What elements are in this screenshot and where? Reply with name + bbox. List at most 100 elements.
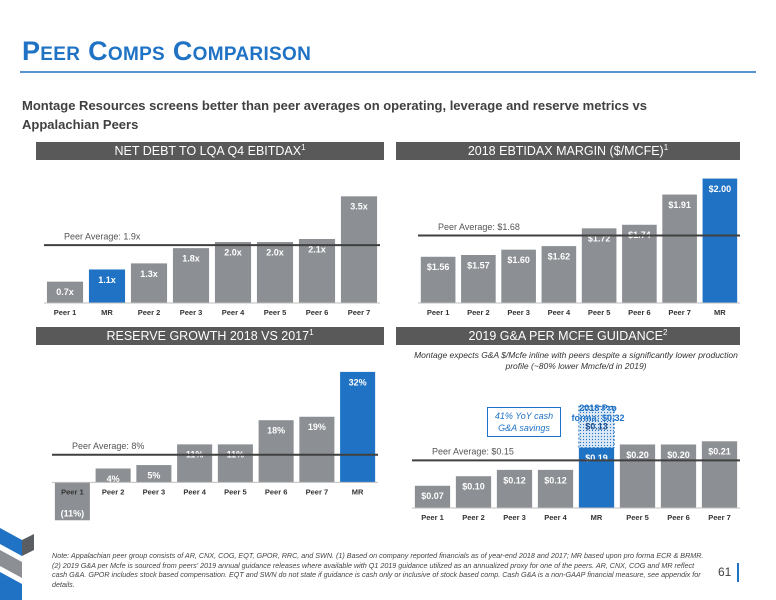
x-tick-label: Peer 2 [102, 487, 125, 496]
x-tick-label: Peer 4 [183, 487, 206, 496]
footnote: Note: Appalachian peer group consists of… [52, 551, 704, 589]
x-tick-label: Peer 5 [224, 487, 247, 496]
value-label: $1.62 [548, 251, 571, 261]
x-tick-label: Peer 7 [306, 487, 329, 496]
value-label: $0.10 [462, 482, 485, 492]
value-label: 1.8x [182, 254, 200, 264]
x-tick-label: Peer 7 [708, 513, 731, 522]
value-label: 18% [267, 426, 285, 436]
value-label: $0.21 [708, 447, 731, 457]
bar [541, 246, 577, 303]
pro-forma-label: 2018 Pro forma: $0.32 [571, 403, 625, 423]
x-tick-label: Peer 3 [143, 487, 166, 496]
x-tick-label: Peer 2 [138, 308, 161, 317]
value-label: 2.1x [308, 244, 326, 254]
value-label: 2.0x [224, 247, 242, 257]
bar [537, 469, 574, 508]
bar [622, 224, 657, 303]
chart-title-note: 2 [663, 328, 668, 337]
peer-average-label: Peer Average: 1.9x [64, 231, 141, 241]
value-label: 1.1x [98, 275, 116, 285]
chart-title: 2018 EBTIDAX MARGIN ($/MCFE)1 [468, 143, 669, 158]
value-label: $1.91 [668, 200, 691, 210]
bar [54, 482, 90, 521]
x-tick-label: Peer 4 [222, 308, 245, 317]
value-label: $0.20 [667, 450, 690, 460]
x-tick-label: Peer 3 [507, 308, 530, 317]
bar [217, 444, 253, 483]
bar [461, 255, 496, 303]
bar [501, 249, 536, 303]
page-title: Peer Comps Comparison [22, 36, 312, 66]
bar [660, 444, 697, 508]
delta-label: $0.13 [585, 421, 608, 431]
x-tick-label: Peer 5 [264, 308, 287, 317]
chart-title: NET DEBT TO LQA Q4 EBITDAX1 [114, 143, 306, 158]
bar [298, 239, 336, 303]
chart-header [396, 142, 740, 160]
x-tick-label: Peer 4 [548, 308, 571, 317]
value-label: $0.20 [626, 450, 649, 460]
x-tick-label: Peer 6 [265, 487, 288, 496]
bar [299, 416, 335, 483]
bar [172, 248, 210, 303]
value-label: $1.60 [507, 255, 530, 265]
value-label: $0.12 [544, 475, 567, 485]
value-label: (11%) [61, 509, 85, 519]
chart-title-text: RESERVE GROWTH 2018 VS 2017 [106, 329, 309, 343]
x-tick-label: MR [101, 308, 113, 317]
bar [578, 447, 615, 508]
logo [0, 528, 34, 600]
bar [420, 256, 456, 303]
bar [340, 371, 376, 483]
chart-title: RESERVE GROWTH 2018 VS 20171 [106, 328, 314, 343]
x-tick-label: Peer 2 [462, 513, 485, 522]
bar [414, 485, 451, 508]
x-tick-label: Peer 2 [467, 308, 490, 317]
value-label: $1.56 [427, 262, 450, 272]
pro-forma-bar [578, 405, 615, 449]
x-tick-label: MR [714, 308, 726, 317]
x-tick-label: Peer 1 [421, 513, 444, 522]
bar [130, 263, 168, 303]
bar [496, 469, 533, 508]
bar [88, 269, 126, 303]
peer-average-label: Peer Average: $1.68 [438, 222, 520, 232]
bar [662, 194, 697, 303]
value-label: $0.07 [421, 491, 444, 501]
x-tick-label: Peer 3 [503, 513, 526, 522]
chart-title-note: 1 [664, 143, 669, 152]
value-label: 1.3x [140, 269, 158, 279]
chart-note: Montage expects G&A $/Mcfe inline with p… [414, 350, 738, 371]
bar [258, 420, 294, 483]
peer-average-label: Peer Average: $0.15 [432, 447, 514, 457]
value-label: 19% [308, 422, 326, 432]
chart-title-text: 2019 G&A PER MCFE GUIDANCE [469, 329, 664, 343]
chart-header [36, 142, 384, 160]
value-label: 0.7x [56, 287, 74, 297]
subtitle: Montage Resources screens better than pe… [22, 98, 647, 132]
bar [177, 444, 213, 483]
chart-header [36, 327, 384, 345]
x-tick-label: Peer 3 [180, 308, 203, 317]
chart-title-note: 1 [309, 328, 314, 337]
chart-title-text: NET DEBT TO LQA Q4 EBITDAX [114, 144, 301, 158]
page-number: 61 [718, 565, 732, 579]
x-tick-label: MR [352, 487, 364, 496]
x-tick-label: Peer 1 [61, 487, 84, 496]
x-tick-label: Peer 1 [54, 308, 77, 317]
bar [581, 228, 617, 303]
chart-title-text: 2018 EBTIDAX MARGIN ($/MCFE) [468, 144, 664, 158]
value-label: 32% [349, 377, 367, 387]
x-tick-label: Peer 4 [544, 513, 567, 522]
x-tick-label: Peer 1 [427, 308, 450, 317]
value-label: $1.72 [588, 234, 611, 244]
bar [256, 242, 294, 303]
value-label: $0.12 [503, 475, 526, 485]
bar [701, 441, 738, 508]
value-label: $1.57 [467, 260, 490, 270]
value-label: $0.19 [585, 453, 608, 463]
x-tick-label: Peer 6 [306, 308, 329, 317]
bar [136, 465, 172, 483]
bar [702, 178, 738, 303]
